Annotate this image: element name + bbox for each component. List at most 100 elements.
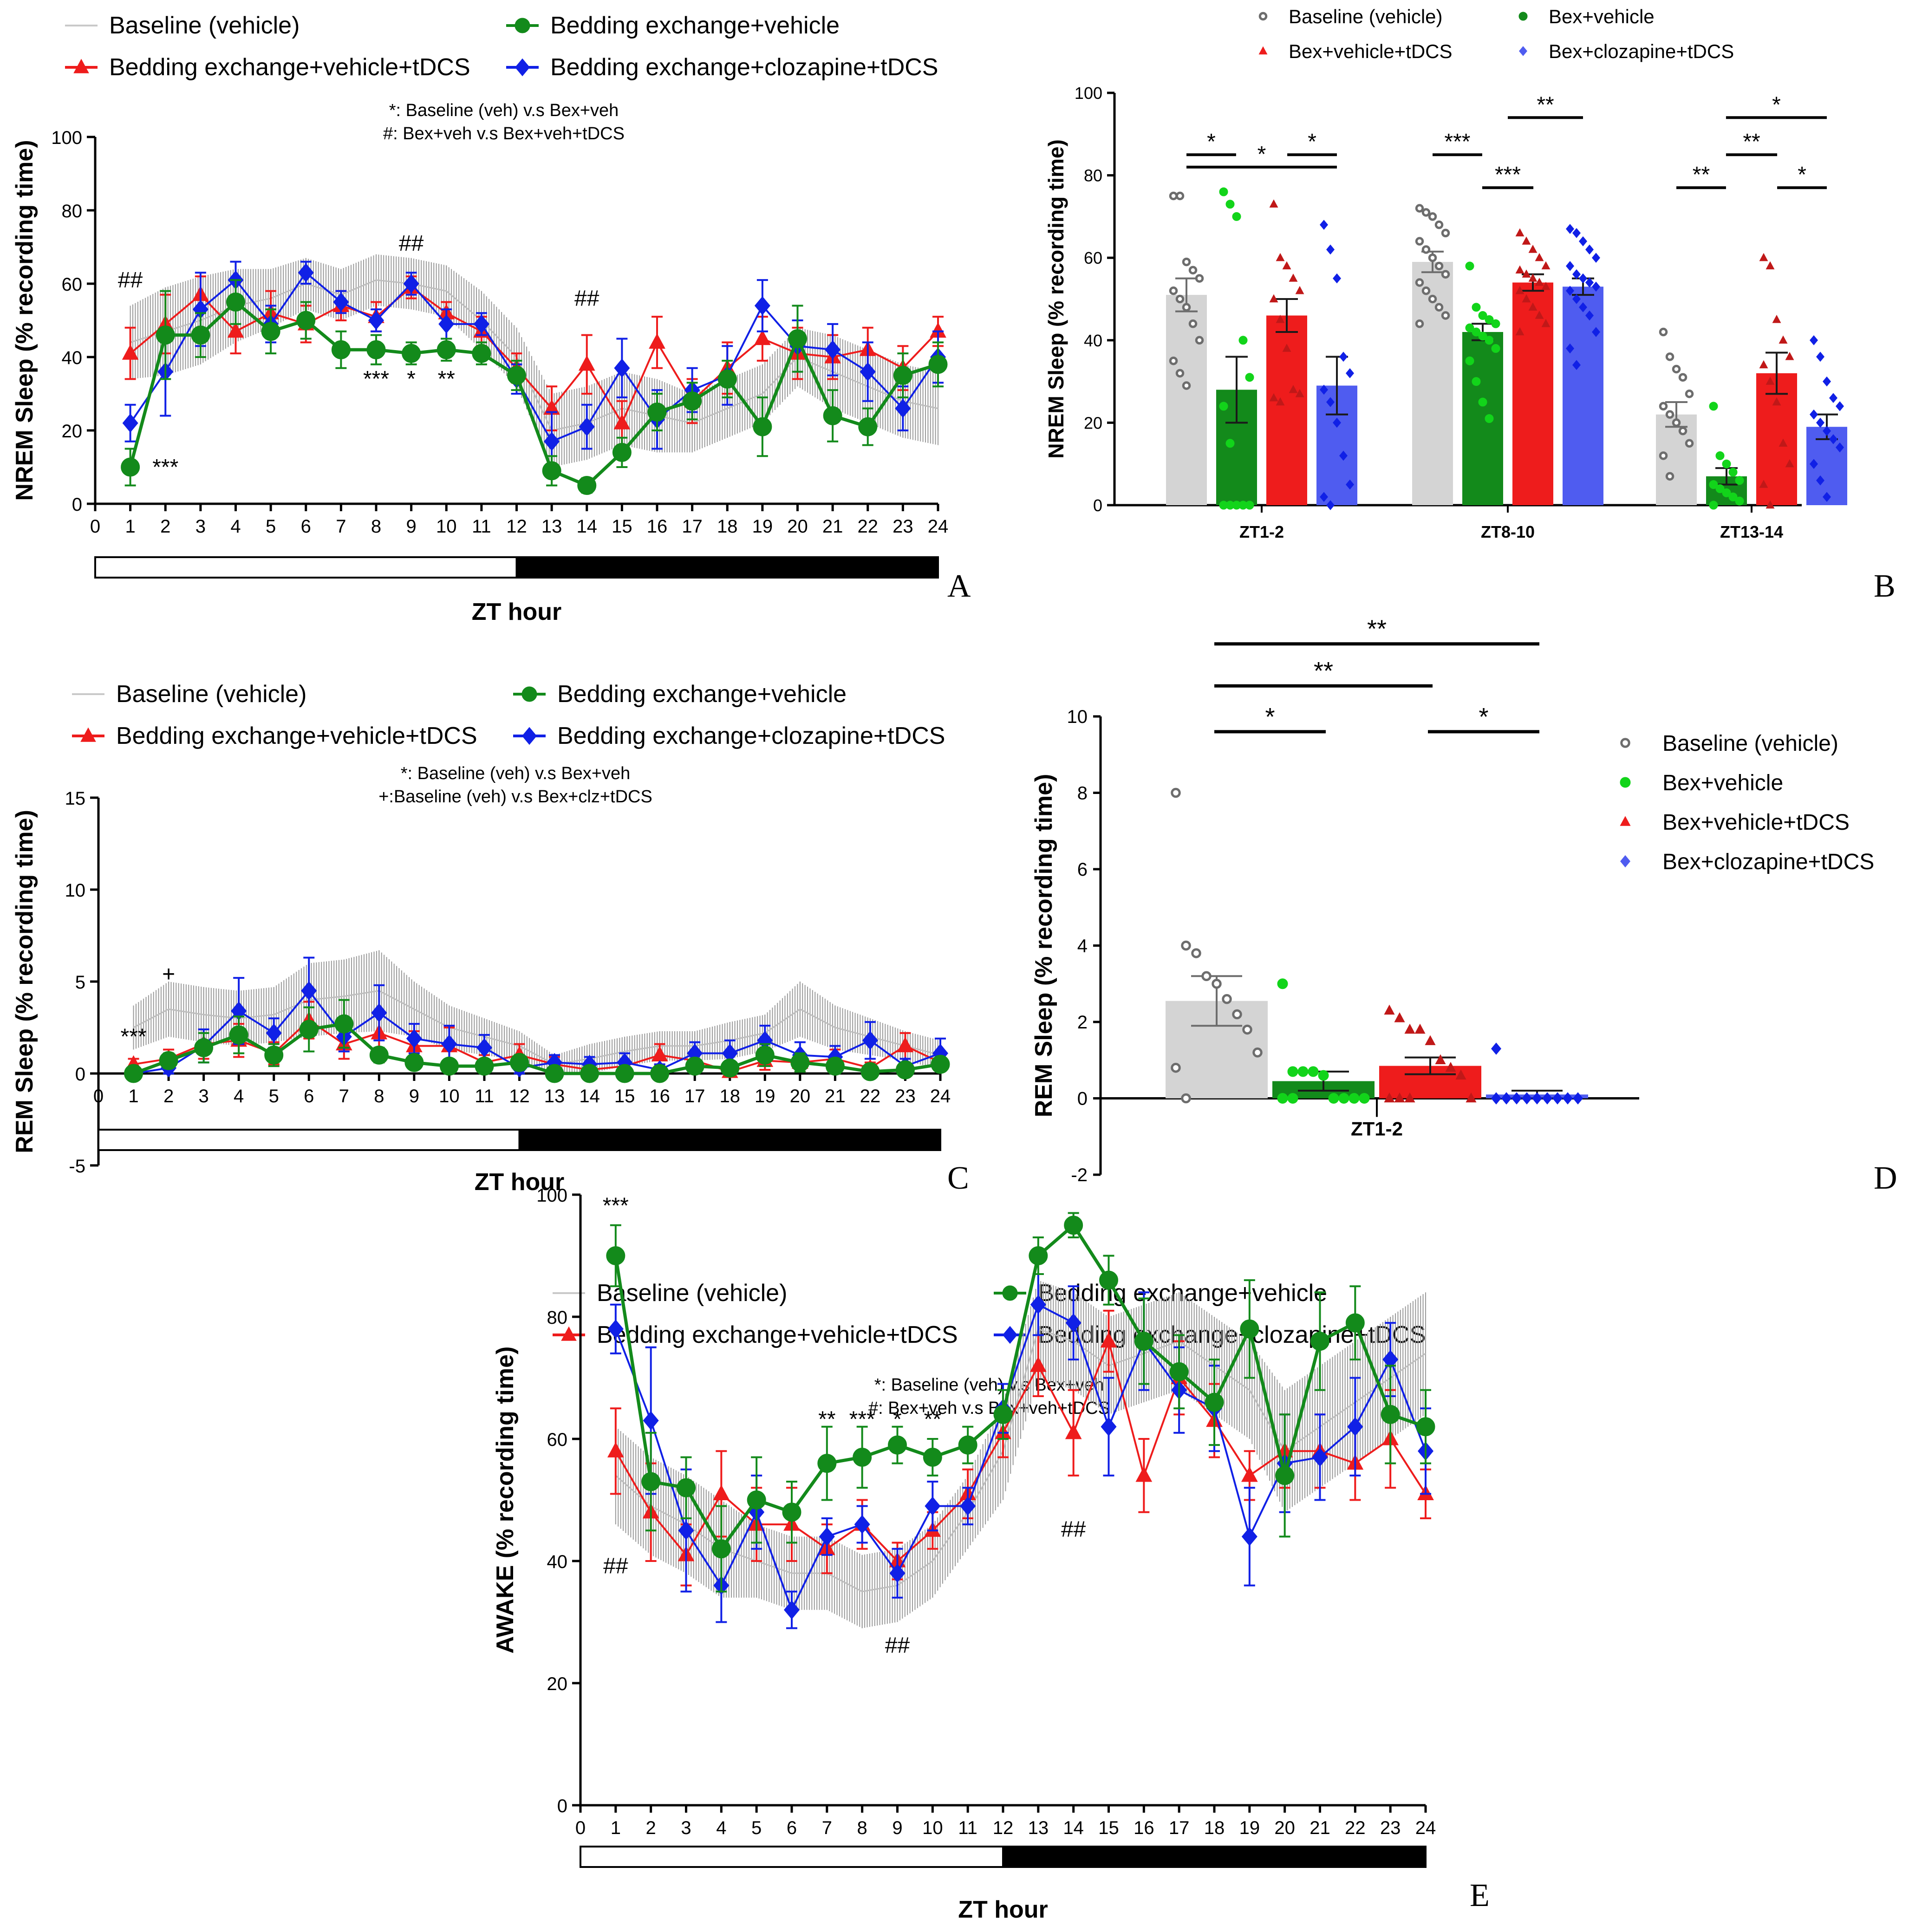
data-point	[1134, 1332, 1153, 1351]
significance-mark: **	[438, 367, 455, 391]
significance-mark: ##	[603, 1554, 628, 1578]
y-tick-label: 6	[1077, 859, 1088, 880]
x-tick-label: 17	[682, 516, 703, 537]
data-point	[545, 1064, 564, 1083]
significance-mark: ***	[121, 1025, 147, 1049]
x-tick-label: 10	[436, 516, 457, 537]
data-point	[1659, 451, 1668, 460]
x-tick-label: 15	[1098, 1818, 1119, 1838]
data-point	[261, 322, 280, 341]
data-point	[1328, 1093, 1339, 1104]
legend-label: Baseline (vehicle)	[1662, 731, 1838, 756]
data-point	[1414, 1023, 1426, 1034]
data-point	[1205, 1392, 1224, 1412]
y-tick-label: 8	[1077, 783, 1088, 804]
dark-phase-bar	[1002, 1846, 1427, 1868]
x-tick-label: 18	[720, 1086, 741, 1106]
data-point	[1238, 336, 1248, 345]
legend-label: Bex+clozapine+tDCS	[1662, 850, 1874, 874]
legend-marker	[1519, 46, 1527, 56]
legend-marker	[1620, 855, 1630, 868]
data-point	[1282, 261, 1291, 270]
x-tick-label: 11	[958, 1818, 977, 1838]
x-tick-label: 23	[1380, 1818, 1401, 1838]
y-tick-label: 0	[72, 494, 82, 515]
legend-label: Baseline (vehicle)	[116, 681, 306, 708]
data-point	[1528, 245, 1538, 253]
data-point	[227, 322, 244, 338]
data-point	[889, 1563, 906, 1583]
x-tick-label: 22	[860, 1086, 881, 1106]
data-point	[1772, 315, 1781, 323]
x-tick-label: 8	[371, 516, 381, 537]
data-point	[1326, 244, 1335, 255]
y-tick-label: 0	[557, 1796, 567, 1816]
data-point	[543, 399, 560, 415]
data-point	[473, 314, 489, 334]
y-tick-label: 2	[1077, 1012, 1088, 1033]
data-point	[1659, 402, 1668, 411]
y-axis-title: AWAKE (% recording time)	[492, 1347, 519, 1654]
legend-label: Bedding exchange+vehicle+tDCS	[597, 1321, 958, 1348]
data-point	[507, 366, 526, 385]
baseline-line	[133, 990, 941, 1065]
x-tick-label: 2	[163, 1086, 174, 1106]
data-point	[1441, 270, 1450, 279]
data-point	[895, 399, 911, 418]
panel-d: Baseline (vehicle) Bex+vehicle Bex+vehicle…	[1030, 615, 1874, 1185]
data-point	[1415, 278, 1424, 287]
data-point	[1678, 373, 1687, 382]
panel-a: Baseline (vehicle) Bedding exchange+vehic…	[11, 12, 948, 625]
x-tick-label: 7	[339, 1086, 349, 1106]
data-point	[1225, 200, 1235, 209]
data-point	[229, 1025, 248, 1045]
significance-mark: ##	[1061, 1517, 1086, 1542]
data-point	[1541, 282, 1551, 290]
x-tick-label: 2	[646, 1818, 656, 1838]
data-point	[1339, 450, 1348, 461]
data-point	[683, 391, 702, 411]
data-point	[371, 1003, 387, 1022]
data-point	[1572, 269, 1581, 280]
data-point	[1485, 336, 1494, 345]
significance-mark: ***	[1444, 130, 1470, 154]
data-point	[754, 296, 770, 315]
x-tick-label: 21	[1310, 1818, 1330, 1838]
stat-note: *: Baseline (veh) v.s Bex+veh	[389, 101, 619, 120]
y-tick-label: 10	[65, 880, 86, 901]
legend-marker	[515, 58, 530, 77]
data-point	[1404, 1023, 1415, 1034]
x-tick-label: 22	[1345, 1818, 1366, 1838]
data-point	[1515, 327, 1525, 336]
data-point	[1030, 1295, 1046, 1314]
data-point	[607, 1442, 624, 1457]
data-point	[1295, 389, 1304, 397]
legend-label: Bedding exchange+clozapine+tDCS	[557, 722, 945, 749]
data-point	[1823, 426, 1831, 436]
data-point	[930, 322, 946, 338]
significance-mark: +	[162, 962, 175, 987]
x-tick-label: 14	[579, 1086, 600, 1106]
data-point	[1515, 286, 1525, 294]
data-point	[1219, 187, 1228, 196]
x-tick-label: 19	[1239, 1818, 1260, 1838]
data-point	[888, 1435, 907, 1455]
data-point	[298, 263, 314, 282]
data-point	[1065, 1313, 1082, 1333]
data-point	[1566, 286, 1574, 296]
data-point	[1333, 417, 1341, 428]
data-point	[1338, 1093, 1349, 1104]
data-point	[1252, 1047, 1263, 1058]
y-tick-label: 60	[1084, 248, 1102, 267]
data-point	[1326, 397, 1335, 407]
data-point	[650, 1064, 670, 1083]
data-point	[1512, 1092, 1522, 1105]
y-tick-label: -2	[1071, 1165, 1088, 1185]
data-point	[1289, 385, 1298, 393]
y-tick-label: 20	[547, 1674, 568, 1694]
data-point	[1810, 409, 1818, 420]
legend-label: Bedding exchange+vehicle	[557, 681, 847, 708]
data-point	[1722, 488, 1731, 497]
panel-letter-c: C	[947, 1160, 969, 1196]
category-label: ZT1-2	[1239, 522, 1284, 541]
